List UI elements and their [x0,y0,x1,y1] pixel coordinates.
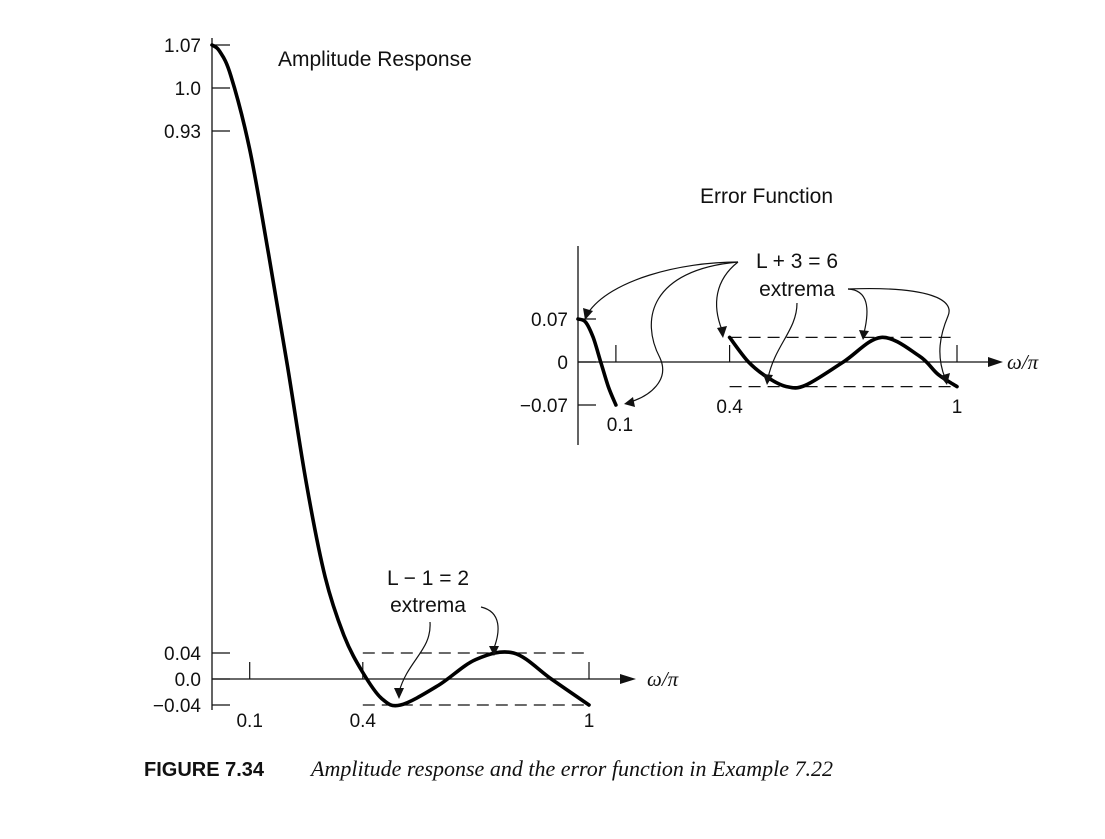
err-series-line-passband [576,317,618,407]
err-y-tick-label: 0.07 [531,310,568,331]
amp-title: Amplitude Response [278,48,472,71]
err-callout-arrow-1 [587,261,739,314]
error-function-chart: Error Function ω/π 0.07 0 −0.07 0.1 0.4 1 L … [520,185,1039,445]
amplitude-response-chart: Amplitude Response ω/π 1.07 1.0 0.93 0.04 0.… [153,36,679,732]
amp-callout-line2: extrema [390,594,466,617]
err-callout-arrowhead-1 [583,308,593,320]
err-x-tick-label: 0.4 [716,397,743,418]
amp-series [210,43,591,708]
amp-callout: L − 1 = 2 extrema [387,567,499,699]
amp-callout-arrowhead-1 [394,688,404,699]
amp-series-line [210,43,591,708]
caption-label: FIGURE 7.34 [144,759,265,781]
amp-x-tick-label: 1 [584,711,595,732]
err-series [576,317,959,407]
err-x-axis-arrow [988,357,1003,367]
err-callout: L + 3 = 6 extrema [583,250,950,407]
amp-y-tick-label: 0.0 [175,670,201,691]
amp-callout-arrowhead-2 [489,646,499,656]
err-x-tick-label: 0.1 [607,415,633,436]
err-callout-arrowhead-3 [717,326,727,338]
amp-x-tick-label: 0.4 [350,711,377,732]
err-title: Error Function [700,185,833,208]
err-callout-arrow-3 [716,261,739,331]
amp-x-axis-arrow [620,674,636,684]
err-xlabel: ω/π [1007,350,1039,374]
err-series-line-stopband [727,335,959,390]
amp-callout-line1: L − 1 = 2 [387,567,469,590]
figure-caption: FIGURE 7.34 Amplitude response and the e… [144,756,833,781]
amp-callout-arrow-1 [398,621,431,693]
err-callout-arrowhead-4 [763,374,773,385]
amp-x-tick-label: 0.1 [236,711,262,732]
amp-y-tick-label: 1.07 [164,36,201,57]
err-x-ticks: 0.1 0.4 1 [607,345,963,436]
amp-y-ticks: 1.07 1.0 0.93 0.04 0.0 −0.04 [153,36,230,717]
err-y-tick-label: −0.07 [520,396,568,417]
amp-callout-arrow-2 [480,606,499,649]
amp-y-tick-label: 1.0 [175,79,201,100]
err-x-tick-label: 1 [952,397,963,418]
amp-y-tick-label: 0.04 [164,644,201,665]
err-callout-arrowhead-6 [940,373,950,385]
err-callout-arrow-2 [629,261,739,403]
err-y-tick-label: 0 [557,353,568,374]
amp-xlabel: ω/π [647,667,679,691]
caption-text: Amplitude response and the error functio… [309,756,833,781]
err-callout-line2: extrema [759,278,835,301]
err-callout-arrowhead-2 [624,397,635,407]
amp-y-tick-label: 0.93 [164,122,201,143]
err-y-ticks: 0.07 0 −0.07 [520,310,596,417]
err-callout-arrow-6 [847,287,950,379]
err-callout-line1: L + 3 = 6 [756,250,838,273]
err-callout-arrow-5 [847,288,868,334]
err-callout-arrow-4 [767,302,798,379]
amp-y-tick-label: −0.04 [153,696,202,717]
err-callout-arrowhead-5 [859,330,869,340]
